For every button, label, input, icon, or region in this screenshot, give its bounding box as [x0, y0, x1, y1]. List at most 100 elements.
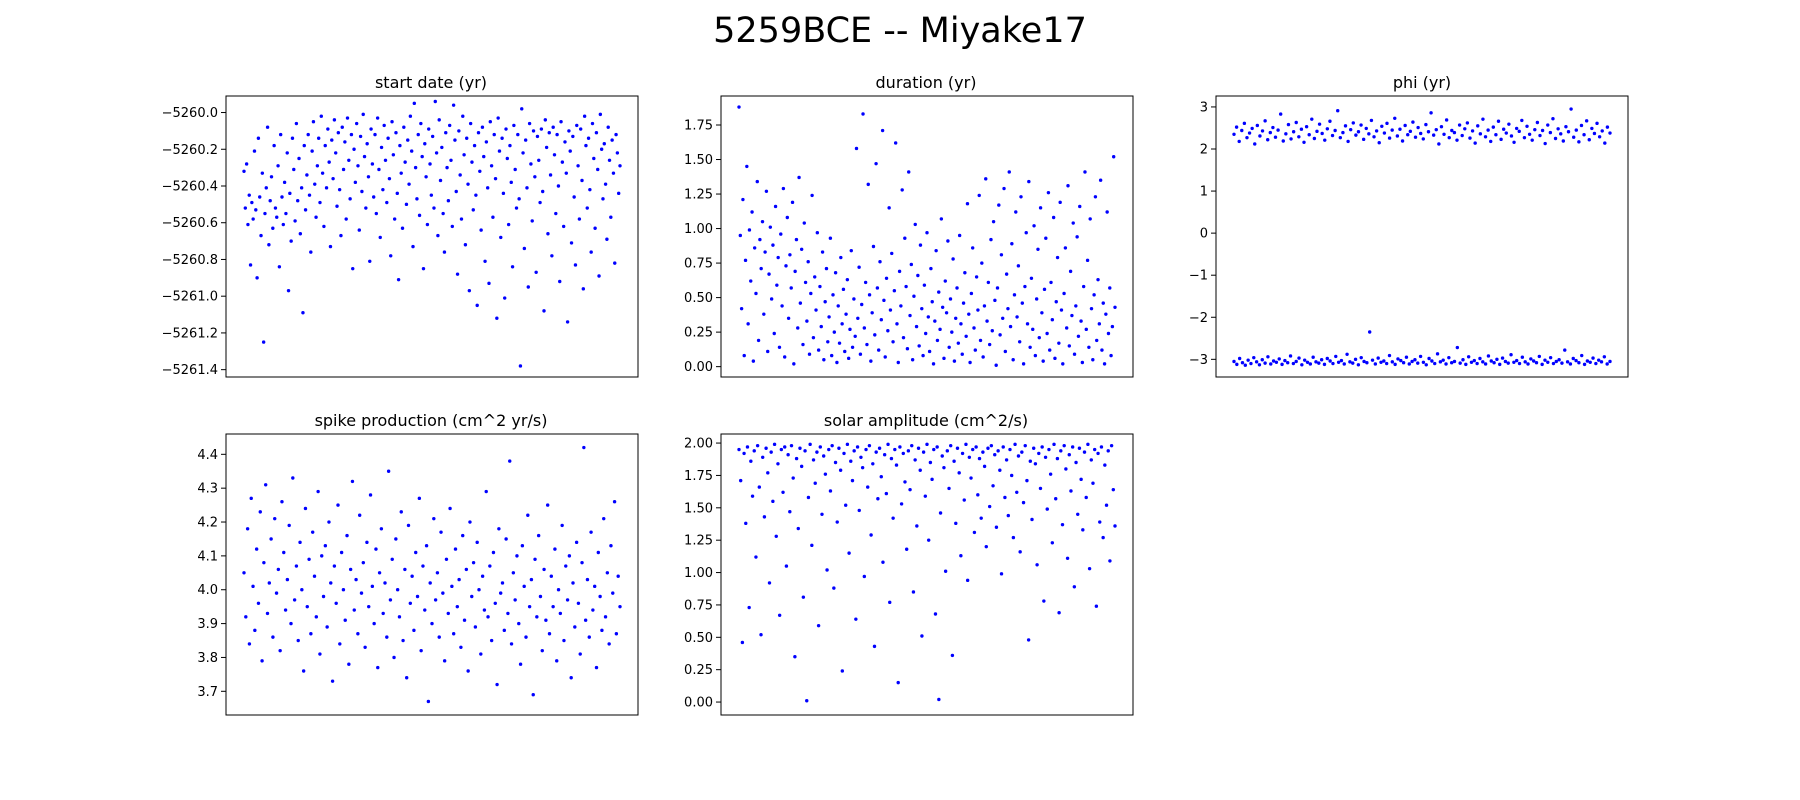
data-point-duration: [1010, 242, 1014, 246]
data-point-spike-production: [500, 581, 505, 585]
data-point-duration: [760, 219, 765, 224]
data-point-duration: [797, 175, 801, 180]
data-point-spike-production: [390, 557, 394, 561]
data-point-start-date: [430, 134, 435, 139]
data-point-duration: [946, 239, 950, 243]
data-point-solar-amplitude: [738, 478, 743, 483]
data-point-phi: [1434, 127, 1438, 132]
data-point-phi: [1543, 358, 1547, 362]
data-point-spike-production: [441, 591, 445, 595]
data-point-start-date: [491, 215, 495, 219]
data-point-start-date: [550, 254, 554, 258]
data-point-spike-production: [365, 540, 369, 545]
data-point-phi: [1430, 359, 1434, 363]
data-point-phi: [1359, 123, 1363, 127]
data-point-spike-production: [357, 513, 362, 517]
data-point-phi: [1437, 142, 1441, 146]
data-point-solar-amplitude: [794, 456, 799, 461]
data-point-start-date: [542, 309, 546, 313]
y-tick-label-duration: 1.50: [684, 153, 713, 168]
data-point-phi: [1276, 128, 1280, 132]
data-point-spike-production: [609, 544, 613, 548]
data-point-spike-production: [377, 571, 382, 575]
data-point-spike-production: [273, 516, 277, 521]
data-point-phi: [1509, 353, 1513, 357]
data-point-spike-production: [372, 621, 376, 626]
data-point-duration: [771, 243, 775, 247]
data-point-phi: [1476, 124, 1480, 128]
data-point-duration: [926, 315, 931, 319]
y-tick-label-duration: 1.25: [684, 188, 713, 203]
data-point-solar-amplitude: [879, 475, 883, 479]
data-point-solar-amplitude: [982, 464, 987, 469]
data-point-start-date: [288, 191, 292, 196]
data-point-phi: [1253, 142, 1257, 146]
data-point-phi: [1334, 354, 1338, 359]
data-point-phi: [1286, 122, 1291, 127]
data-point-spike-production: [565, 598, 570, 602]
data-point-phi: [1232, 359, 1236, 364]
data-point-duration: [1068, 269, 1073, 274]
y-tick-label-start-date: −5261.2: [162, 326, 218, 341]
data-point-duration: [833, 271, 838, 275]
data-point-start-date: [366, 175, 371, 179]
data-point-duration: [1100, 348, 1104, 352]
y-tick-label-solar-amplitude: 1.25: [684, 534, 713, 549]
data-point-phi: [1580, 353, 1584, 358]
data-point-spike-production: [404, 676, 409, 680]
axes-frame-duration: [720, 95, 1134, 378]
data-point-phi: [1534, 361, 1539, 365]
data-point-phi: [1416, 361, 1420, 365]
data-point-solar-amplitude: [1033, 462, 1038, 466]
data-point-spike-production: [421, 564, 425, 568]
data-point-phi: [1600, 129, 1604, 133]
data-point-spike-production: [556, 588, 561, 592]
data-point-solar-amplitude: [1004, 458, 1009, 462]
data-point-phi: [1472, 358, 1477, 363]
data-point-spike-production: [583, 618, 588, 622]
data-point-spike-production: [399, 510, 403, 514]
data-point-spike-production: [442, 659, 447, 663]
data-point-duration: [751, 359, 756, 363]
data-point-phi: [1530, 138, 1534, 142]
data-point-start-date: [354, 121, 359, 126]
data-point-duration: [963, 271, 967, 275]
data-point-duration: [1041, 359, 1045, 363]
data-point-duration: [1029, 276, 1034, 280]
data-point-start-date: [341, 167, 346, 172]
data-point-duration: [1080, 360, 1085, 365]
data-point-start-date: [531, 129, 536, 133]
data-point-solar-amplitude: [808, 442, 812, 447]
data-point-phi: [1526, 362, 1530, 366]
data-point-phi: [1413, 358, 1417, 362]
data-point-start-date: [493, 176, 498, 181]
data-point-solar-amplitude: [872, 644, 877, 649]
data-point-phi: [1483, 135, 1488, 139]
data-point-phi: [1486, 128, 1490, 132]
data-point-solar-amplitude: [1018, 550, 1022, 554]
data-point-duration: [908, 313, 912, 318]
data-point-spike-production: [468, 520, 472, 524]
data-point-spike-production: [374, 547, 378, 551]
data-point-phi: [1564, 125, 1568, 129]
data-point-spike-production: [560, 523, 564, 528]
data-point-phi: [1468, 136, 1472, 140]
data-point-start-date: [390, 120, 394, 124]
data-point-start-date: [276, 164, 280, 168]
data-point-duration: [1062, 291, 1066, 296]
data-point-duration: [929, 266, 933, 271]
data-point-duration: [758, 237, 762, 242]
data-point-solar-amplitude: [1091, 481, 1095, 485]
data-point-start-date: [488, 120, 492, 124]
data-point-start-date: [508, 143, 512, 148]
data-point-start-date: [503, 296, 507, 300]
data-point-phi: [1234, 125, 1239, 129]
data-point-spike-production: [330, 679, 335, 683]
data-point-spike-production: [263, 483, 268, 487]
data-point-phi: [1348, 360, 1352, 364]
data-point-duration: [1031, 327, 1035, 332]
data-point-duration: [896, 360, 900, 365]
data-point-solar-amplitude: [993, 453, 997, 457]
data-point-duration: [1025, 322, 1030, 326]
data-point-phi: [1561, 139, 1566, 143]
